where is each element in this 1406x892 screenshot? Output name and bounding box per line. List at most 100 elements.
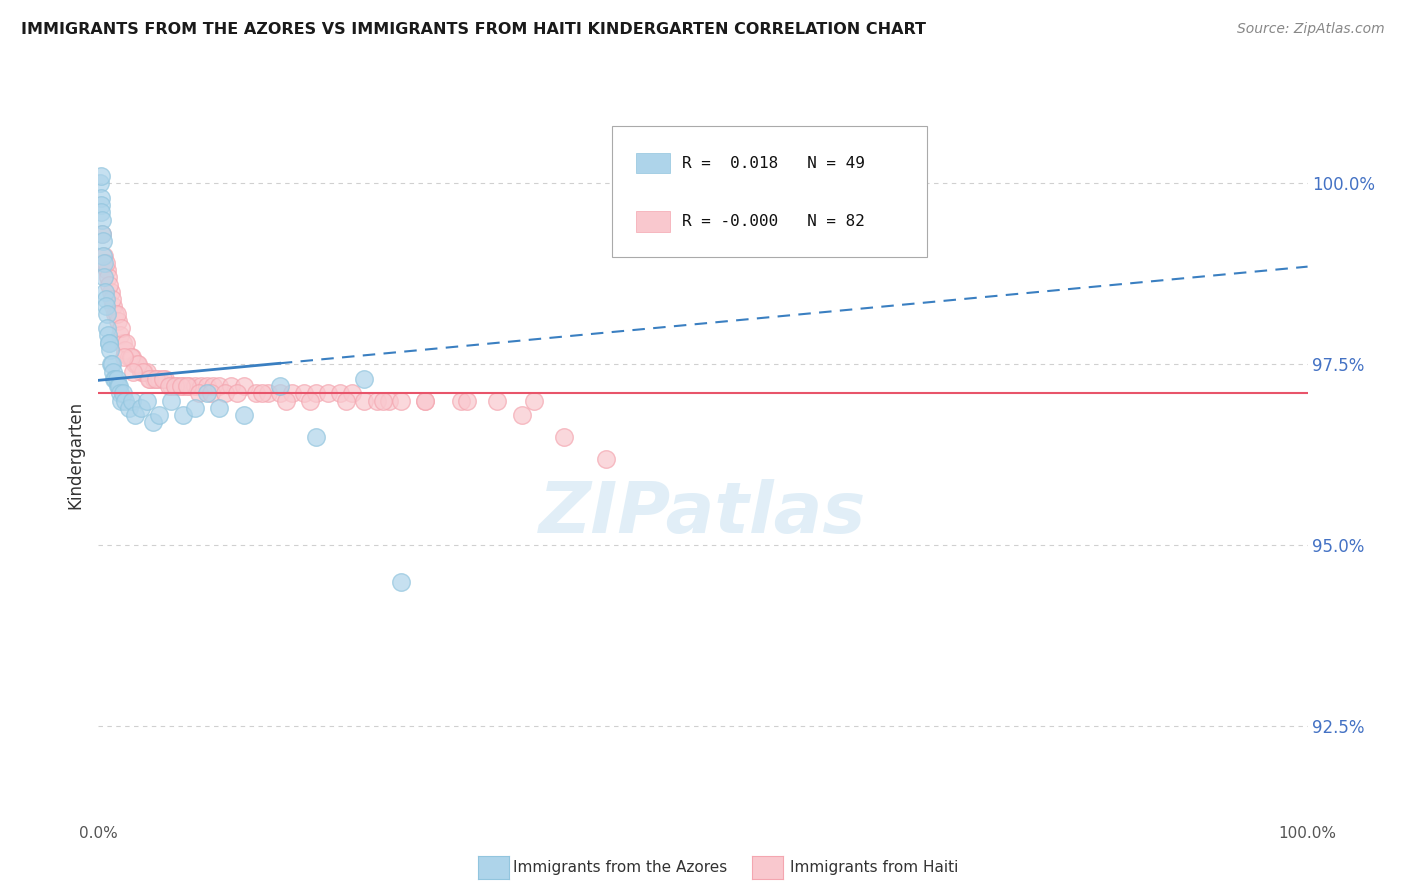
Point (232, 408, 254, 422)
Point (148, 372, 170, 386)
Point (202, 379, 225, 393)
Point (335, 393, 357, 408)
Point (281, 386, 304, 401)
Point (153, 372, 176, 386)
Point (232, 379, 254, 393)
Point (353, 372, 375, 386)
Point (107, 314, 129, 328)
Point (135, 393, 157, 408)
Text: Source: ZipAtlas.com: Source: ZipAtlas.com (1237, 22, 1385, 37)
FancyBboxPatch shape (637, 153, 671, 173)
Point (595, 451, 617, 466)
Point (105, 307, 128, 321)
Point (121, 393, 143, 408)
Text: IMMIGRANTS FROM THE AZORES VS IMMIGRANTS FROM HAITI KINDERGARTEN CORRELATION CHA: IMMIGRANTS FROM THE AZORES VS IMMIGRANTS… (21, 22, 927, 37)
Point (98, 335, 121, 350)
Point (96, 300, 118, 314)
Point (107, 379, 129, 393)
Point (101, 365, 124, 379)
Point (94, 292, 117, 306)
Point (127, 358, 149, 372)
Point (118, 401, 141, 415)
Point (172, 408, 194, 422)
Point (184, 379, 207, 393)
Point (132, 365, 155, 379)
Point (145, 372, 167, 386)
Point (91, 227, 114, 241)
Point (179, 379, 201, 393)
Point (510, 408, 533, 422)
Point (160, 393, 183, 408)
Point (97, 335, 120, 350)
Point (353, 393, 375, 408)
Point (226, 386, 249, 401)
Point (100, 292, 122, 306)
Point (96, 321, 118, 335)
Point (269, 386, 291, 401)
Point (120, 350, 142, 364)
Point (98, 277, 121, 292)
Point (176, 379, 198, 393)
Point (221, 379, 243, 393)
Point (329, 386, 352, 401)
Point (129, 365, 152, 379)
Point (91, 249, 114, 263)
Point (190, 379, 212, 393)
Text: ZIPatlas: ZIPatlas (540, 479, 866, 548)
Point (103, 372, 125, 386)
Point (152, 372, 174, 386)
Point (96, 263, 118, 277)
Point (139, 372, 162, 386)
Text: R = -0.000   N = 82: R = -0.000 N = 82 (682, 214, 865, 229)
Point (108, 386, 131, 401)
Point (97, 270, 120, 285)
Point (121, 350, 143, 364)
Point (105, 372, 128, 386)
Point (135, 365, 157, 379)
Point (371, 393, 394, 408)
Point (100, 285, 122, 299)
Point (100, 358, 122, 372)
Point (450, 393, 472, 408)
Point (124, 358, 146, 372)
Point (523, 393, 546, 408)
Point (389, 574, 412, 589)
Point (98, 343, 121, 357)
Point (200, 386, 222, 401)
Point (100, 358, 122, 372)
Point (208, 401, 231, 415)
Point (97, 328, 120, 343)
Point (169, 379, 191, 393)
Point (118, 350, 141, 364)
Point (142, 415, 165, 429)
Point (110, 321, 132, 335)
Point (108, 379, 131, 393)
Text: Immigrants from Haiti: Immigrants from Haiti (790, 860, 959, 874)
Point (486, 393, 509, 408)
Point (93, 256, 115, 270)
Point (553, 430, 575, 444)
Point (94, 285, 117, 299)
Point (214, 386, 236, 401)
Point (274, 393, 297, 408)
Point (104, 372, 127, 386)
Point (342, 386, 364, 401)
Point (115, 335, 138, 350)
Point (108, 328, 131, 343)
Point (122, 365, 145, 379)
Point (90, 169, 112, 183)
Point (250, 386, 273, 401)
Point (166, 379, 188, 393)
Point (413, 393, 436, 408)
Point (89, 177, 111, 191)
Point (93, 270, 115, 285)
Point (112, 350, 135, 364)
Point (195, 379, 218, 393)
Point (91, 234, 114, 248)
Point (256, 386, 278, 401)
Point (90, 212, 112, 227)
Point (138, 372, 160, 386)
Point (456, 393, 478, 408)
Point (143, 372, 166, 386)
Point (316, 386, 339, 401)
